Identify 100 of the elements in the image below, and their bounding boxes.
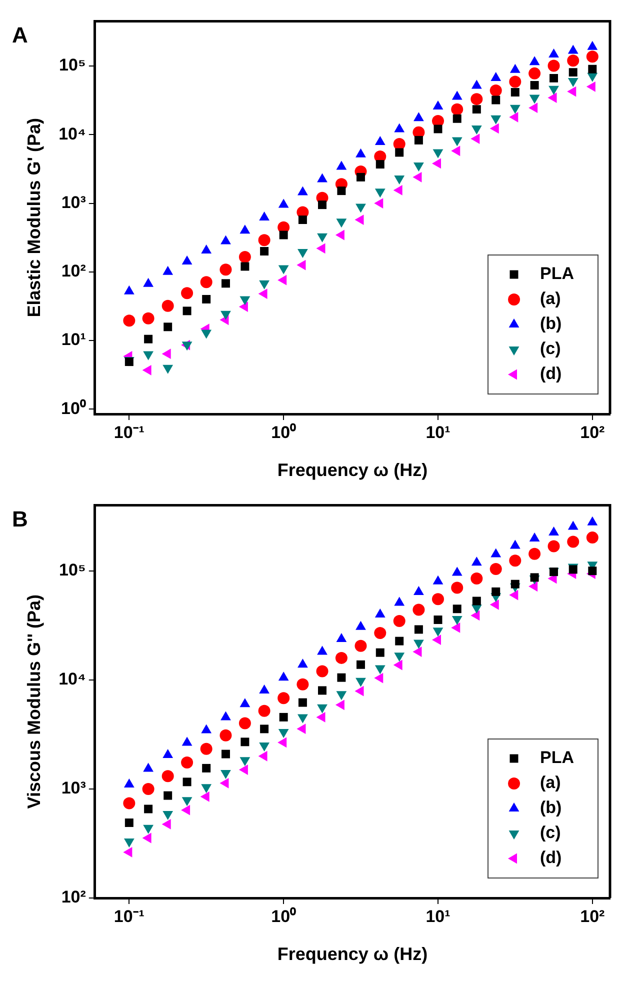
- point: [412, 646, 422, 657]
- point: [354, 686, 364, 696]
- point: [568, 520, 578, 530]
- y-tick-label: 10¹: [61, 330, 86, 350]
- point: [318, 200, 326, 210]
- x-tick-label: 10²: [580, 906, 606, 926]
- point: [528, 67, 541, 80]
- point: [432, 634, 441, 646]
- point: [490, 562, 502, 575]
- point: [201, 330, 212, 339]
- point: [278, 274, 287, 286]
- point: [278, 265, 289, 274]
- legend-label: PLA: [540, 264, 574, 284]
- point: [182, 306, 192, 316]
- legend-label: (b): [540, 314, 562, 334]
- legend-label: (a): [540, 773, 561, 792]
- point: [298, 186, 308, 196]
- y-tick-label: 10⁵: [59, 560, 86, 580]
- point: [221, 750, 230, 758]
- point: [510, 88, 520, 96]
- point: [162, 810, 174, 820]
- point: [356, 172, 365, 182]
- point: [181, 287, 194, 300]
- point: [258, 234, 270, 246]
- point: [181, 756, 194, 768]
- point: [529, 532, 540, 542]
- point: [200, 791, 210, 802]
- point: [164, 322, 172, 332]
- point: [278, 672, 289, 681]
- point: [451, 582, 464, 594]
- point: [412, 604, 425, 616]
- point: [123, 797, 136, 810]
- point: [220, 711, 231, 720]
- point: [548, 526, 559, 536]
- point: [548, 92, 557, 103]
- point: [376, 648, 384, 657]
- x-tick-label: 10⁰: [271, 906, 296, 926]
- point: [470, 610, 480, 621]
- point: [220, 264, 232, 276]
- point: [337, 673, 346, 682]
- point: [336, 160, 347, 170]
- point: [335, 652, 348, 664]
- point: [318, 686, 326, 695]
- point: [510, 580, 520, 588]
- point: [296, 260, 306, 270]
- y-tick-label: 10³: [61, 778, 86, 798]
- point: [414, 586, 424, 595]
- point: [414, 112, 424, 122]
- point: [588, 566, 597, 576]
- point: [434, 616, 442, 624]
- point: [278, 692, 290, 704]
- point: [568, 68, 578, 77]
- point: [317, 704, 328, 714]
- point: [509, 554, 522, 567]
- point: [528, 581, 538, 592]
- point: [395, 148, 404, 157]
- point: [395, 636, 404, 646]
- point: [317, 173, 328, 182]
- point: [394, 175, 405, 184]
- point: [588, 64, 597, 74]
- legend-label: PLA: [540, 748, 574, 768]
- point: [144, 334, 153, 344]
- point: [238, 250, 251, 263]
- point: [162, 819, 171, 830]
- point: [279, 712, 288, 722]
- point: [258, 288, 268, 299]
- chart-title: B: [12, 506, 28, 532]
- point: [451, 103, 464, 116]
- x-tick-label: 10⁰: [271, 422, 296, 442]
- x-tick-label: 10¹: [426, 906, 451, 926]
- y-tick-label: 10³: [61, 192, 86, 212]
- x-axis-title: Frequency ω (Hz): [277, 944, 428, 964]
- point: [374, 608, 386, 618]
- point: [510, 540, 520, 549]
- point: [182, 797, 192, 806]
- point: [202, 764, 211, 772]
- point: [567, 86, 576, 97]
- point: [238, 302, 248, 312]
- point: [238, 764, 248, 775]
- point: [220, 729, 232, 742]
- point: [432, 575, 444, 584]
- point: [298, 249, 308, 258]
- point: [142, 364, 152, 376]
- point: [181, 804, 190, 816]
- point: [510, 64, 520, 73]
- point: [529, 56, 540, 66]
- point: [452, 90, 462, 100]
- point: [374, 672, 384, 684]
- point: [470, 93, 483, 106]
- point: [260, 247, 269, 256]
- point: [298, 658, 308, 668]
- point: [530, 573, 539, 582]
- point: [586, 50, 598, 63]
- point: [586, 81, 596, 92]
- point: [143, 824, 154, 834]
- point: [587, 40, 598, 50]
- point: [162, 300, 174, 312]
- x-tick-label: 10⁻¹: [114, 422, 145, 442]
- point: [356, 148, 366, 158]
- point: [528, 548, 541, 560]
